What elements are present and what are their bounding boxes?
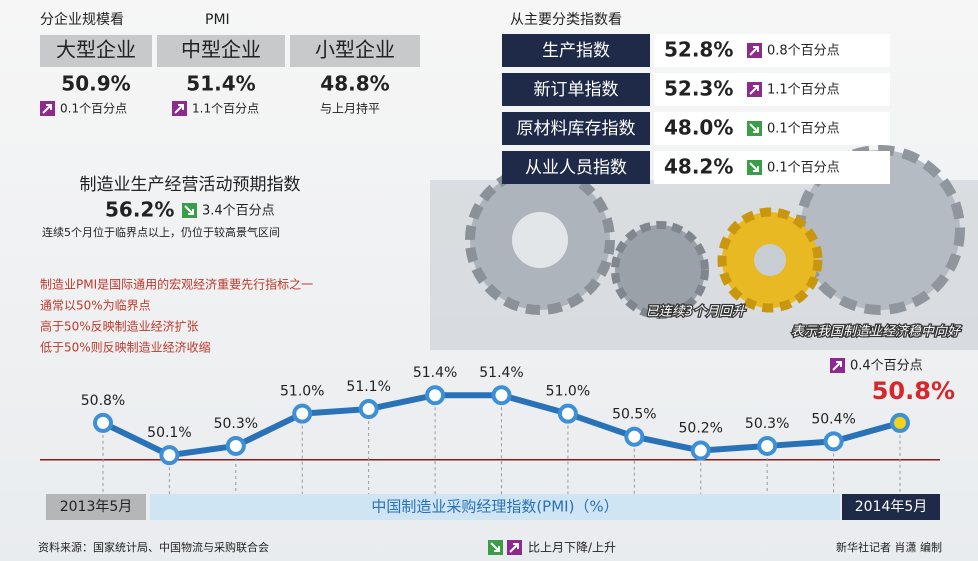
gear-caption: 表示我国制造业经济稳中向好 [791,325,962,340]
down-icon [747,121,762,136]
value-label: 51.4% [413,365,457,381]
expectation-value: 56.2% [105,198,174,222]
size-subheading: PMI [205,12,230,28]
point [560,406,576,422]
gear-caption: 已连续3个月回升 [646,305,746,320]
down-icon [747,160,762,175]
point [161,447,177,463]
up-icon [40,101,55,116]
index-change: 0.1个百分点 [767,122,840,137]
index-change: 1.1个百分点 [767,83,840,98]
value-label: 50.8% [81,393,125,409]
index-name: 原材料库存指数 [517,119,636,139]
x-tick-label: 2013年5月 [60,499,133,515]
credit: 新华社记者 肖潇 编制 [836,540,942,554]
expectation-title: 制造业生产经营活动预期指数 [80,175,301,195]
up-icon [747,43,762,58]
size-name: 中型企业 [181,38,261,62]
latest-change: 0.4个百分点 [850,359,923,374]
point [626,429,642,445]
size-value: 50.9% [61,72,130,96]
index-value: 52.8% [664,38,733,62]
down-icon [488,540,503,555]
value-label: 50.4% [811,411,855,427]
value-label: 50.1% [147,425,191,441]
value-label: 50.2% [679,421,723,437]
up-icon [747,82,762,97]
value-label: 50.5% [612,407,656,423]
point [95,415,111,431]
up-icon [830,358,845,373]
up-icon [507,540,522,555]
size-heading: 分企业规模看 [40,11,124,28]
index-name: 生产指数 [542,41,610,61]
index-change: 0.1个百分点 [767,161,840,176]
size-name: 小型企业 [315,38,395,62]
point [693,443,709,459]
index-value: 48.0% [664,116,733,140]
note: 制造业PMI是国际通用的宏观经济重要先行指标之一 [40,277,313,292]
chart-title: 中国制造业采购经理指数(PMI)（%） [371,498,618,516]
source: 资料来源：国家统计局、中国物流与采购联合会 [38,540,269,554]
value-label: 51.4% [479,365,523,381]
index-change: 0.8个百分点 [767,44,840,59]
point [892,415,908,431]
note: 高于50%反映制造业经济扩张 [40,319,199,334]
value-label: 50.3% [214,416,258,432]
legend: 比上月下降/上升 [528,541,616,555]
index-value: 52.3% [664,77,733,101]
size-name: 大型企业 [56,38,136,62]
index-name: 新订单指数 [534,80,619,100]
size-change: 与上月持平 [320,101,380,116]
value-label: 51.1% [346,379,390,395]
size-value: 48.8% [320,72,389,96]
point [228,438,244,454]
value-label: 51.0% [546,384,590,400]
point [427,387,443,403]
up-icon [172,101,187,116]
expectation-change: 3.4个百分点 [202,204,275,219]
infographic: 分企业规模看 PMI 大型企业 中型企业 小型企业 50.9% 51.4% 48… [0,0,978,561]
size-change: 0.1个百分点 [60,102,127,116]
point [361,401,377,417]
value-label: 51.0% [280,384,324,400]
x-tick-label: 2014年5月 [855,499,928,515]
size-change: 1.1个百分点 [192,102,259,116]
expectation-note: 连续5个月位于临界点以上，仍位于较高景气区间 [42,225,280,239]
point [759,438,775,454]
size-value: 51.4% [186,72,255,96]
value-label: 50.3% [745,416,789,432]
note: 通常以50%为临界点 [40,299,151,313]
point [826,433,842,449]
index-name: 从业人员指数 [525,158,627,178]
latest-value: 50.8% [872,377,955,405]
point [294,406,310,422]
note: 低于50%则反映制造业经济收缩 [40,340,211,355]
index-value: 48.2% [664,155,733,179]
index-heading: 从主要分类指数看 [510,12,622,28]
size-items: 大型企业 中型企业 小型企业 50.9% 51.4% 48.8% 0.1个百分点… [40,35,420,116]
point [494,387,510,403]
down-icon [182,203,197,218]
